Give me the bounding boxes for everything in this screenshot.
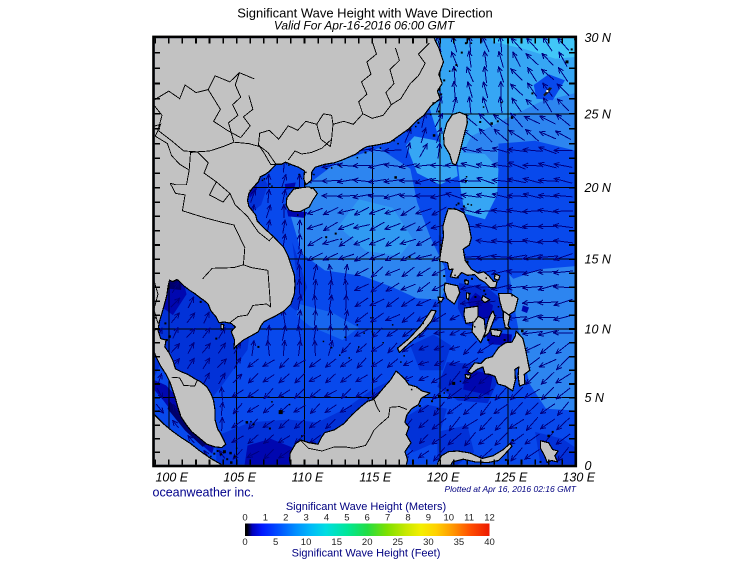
svg-text:10: 10 xyxy=(301,537,312,548)
svg-text:20 N: 20 N xyxy=(584,181,612,195)
svg-text:3: 3 xyxy=(303,513,308,524)
svg-text:25 N: 25 N xyxy=(584,107,612,121)
svg-text:9: 9 xyxy=(426,513,431,524)
svg-text:30: 30 xyxy=(423,537,434,548)
svg-text:Significant Wave Height (Meter: Significant Wave Height (Meters) xyxy=(286,501,446,513)
svg-text:oceanweather inc.: oceanweather inc. xyxy=(153,486,254,500)
svg-text:20: 20 xyxy=(362,537,373,548)
svg-text:10: 10 xyxy=(444,513,455,524)
svg-text:5: 5 xyxy=(344,513,349,524)
svg-text:110 E: 110 E xyxy=(292,471,324,485)
svg-text:100 E: 100 E xyxy=(155,471,188,485)
svg-text:125 E: 125 E xyxy=(495,471,528,485)
svg-text:Significant Wave Height with W: Significant Wave Height with Wave Direct… xyxy=(237,6,493,21)
svg-text:130 E: 130 E xyxy=(562,471,595,485)
svg-text:5: 5 xyxy=(273,537,278,548)
svg-text:12: 12 xyxy=(484,513,495,524)
svg-text:35: 35 xyxy=(454,537,465,548)
svg-text:30 N: 30 N xyxy=(585,31,612,45)
svg-text:1: 1 xyxy=(263,513,268,524)
svg-text:Significant Wave Height (Feet): Significant Wave Height (Feet) xyxy=(292,548,441,560)
svg-text:6: 6 xyxy=(365,513,370,524)
svg-text:0: 0 xyxy=(242,537,247,548)
svg-text:7: 7 xyxy=(385,513,390,524)
svg-text:5 N: 5 N xyxy=(585,391,605,405)
svg-text:25: 25 xyxy=(393,537,404,548)
svg-text:15: 15 xyxy=(331,537,342,548)
svg-text:120 E: 120 E xyxy=(427,471,460,485)
svg-text:115 E: 115 E xyxy=(359,471,391,485)
svg-text:2: 2 xyxy=(283,513,288,524)
svg-text:0: 0 xyxy=(242,513,247,524)
svg-text:105 E: 105 E xyxy=(223,471,256,485)
svg-text:4: 4 xyxy=(324,513,329,524)
svg-text:40: 40 xyxy=(484,537,495,548)
svg-text:10 N: 10 N xyxy=(585,323,612,337)
svg-text:Plotted at Apr 16, 2016 02:16: Plotted at Apr 16, 2016 02:16 GMT xyxy=(444,484,576,494)
svg-text:Valid For Apr-16-2016 06:00 GM: Valid For Apr-16-2016 06:00 GMT xyxy=(274,19,456,33)
svg-text:15 N: 15 N xyxy=(585,253,612,267)
svg-text:11: 11 xyxy=(464,513,474,524)
svg-text:8: 8 xyxy=(405,513,410,524)
svg-text:0: 0 xyxy=(585,459,592,473)
